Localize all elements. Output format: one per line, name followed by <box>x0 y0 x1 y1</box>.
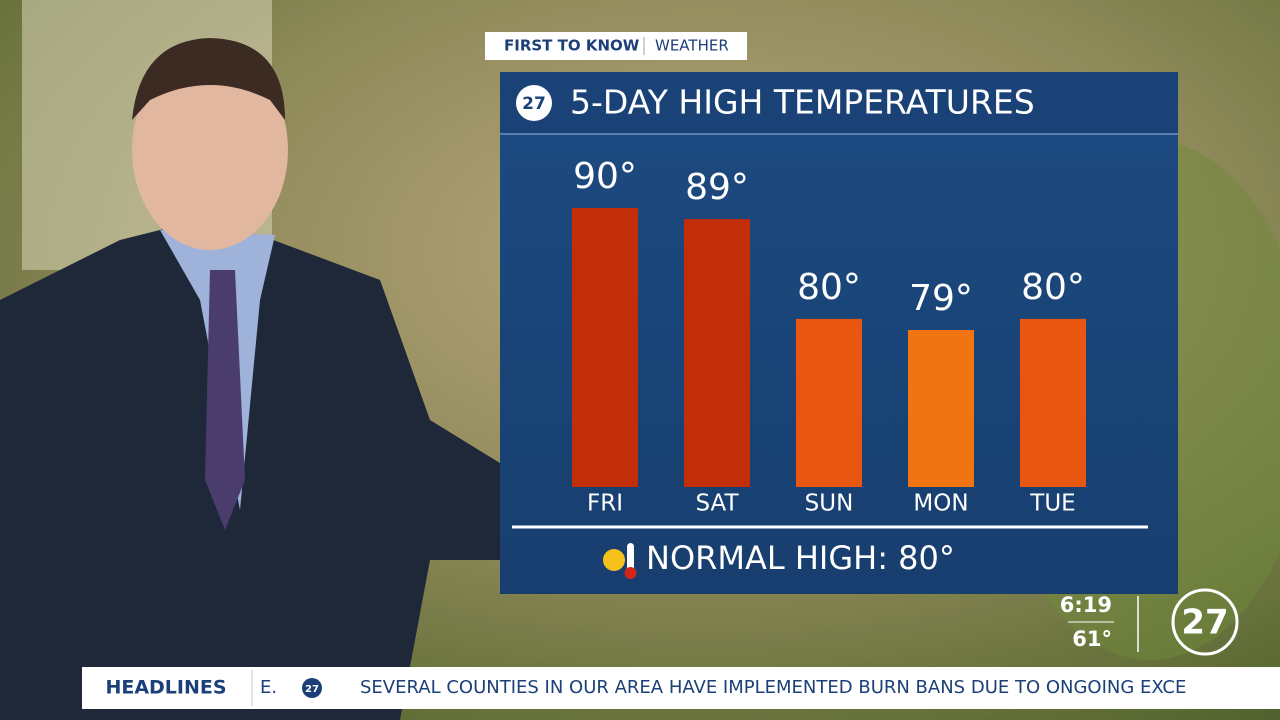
value-label: 80° <box>1021 267 1085 308</box>
x-tick-label: FRI <box>587 491 623 517</box>
x-tick-label: MON <box>913 491 968 517</box>
ticker-text: SEVERAL COUNTIES IN OUR AREA HAVE IMPLEM… <box>360 677 1186 698</box>
station-logo-ring <box>1171 588 1239 656</box>
normal-high: NORMAL HIGH: 80° <box>646 539 955 577</box>
presenter <box>0 38 560 720</box>
ticker-logo: 27 <box>305 684 319 695</box>
chart-title-bar <box>500 72 1178 134</box>
bar <box>796 318 862 487</box>
station-logo: 27 <box>1181 603 1228 643</box>
bar <box>1020 318 1086 487</box>
ticker-prefix: E. <box>260 677 277 698</box>
chart-title: 5-DAY HIGH TEMPERATURES <box>570 83 1035 122</box>
normal-high-icon <box>603 543 637 579</box>
value-label: 90° <box>573 156 637 197</box>
logo-badge <box>516 85 552 121</box>
header-tab <box>485 32 747 60</box>
x-tick-label: SUN <box>805 491 854 517</box>
bar <box>684 219 750 487</box>
ticker-logo-badge <box>302 678 322 698</box>
header-section: WEATHER <box>655 37 729 55</box>
clock-time: 6:19 <box>1060 593 1112 617</box>
value-label: 89° <box>685 167 749 208</box>
current-temperature: 61° <box>1072 627 1112 651</box>
x-tick-label: SAT <box>695 491 739 517</box>
bar <box>572 208 638 487</box>
x-tick-label: TUE <box>1029 491 1075 517</box>
header-brand: FIRST TO KNOW <box>504 37 640 55</box>
logo-text: 27 <box>522 94 546 114</box>
ticker-label: HEADLINES <box>105 677 226 699</box>
value-label: 80° <box>797 267 861 308</box>
bar <box>908 330 974 487</box>
value-label: 79° <box>909 278 973 319</box>
ticker-bar <box>82 667 1280 709</box>
